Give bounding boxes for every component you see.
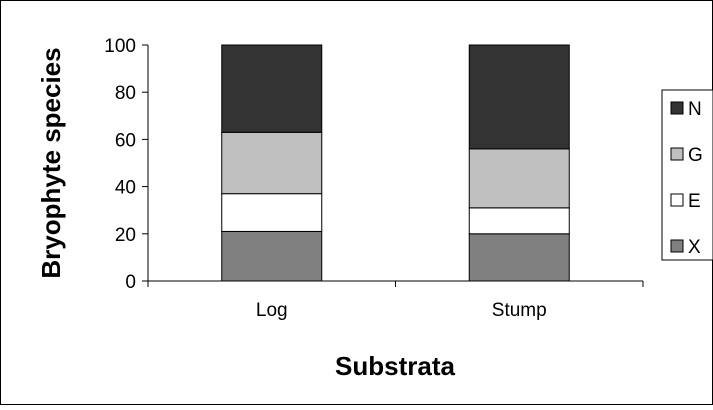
legend-label-x: X — [688, 237, 701, 258]
legend-label-g: G — [688, 145, 703, 166]
bar-segment-x-stump — [468, 233, 570, 282]
legend-frame — [661, 89, 713, 261]
legend: N G E X — [661, 89, 713, 261]
y-tick-label: 20 — [115, 225, 136, 246]
x-axis-title: Substrata — [335, 351, 455, 381]
legend-swatch-g — [670, 147, 684, 161]
x-category-label: Log — [256, 300, 288, 321]
bar-segment-n-log — [221, 44, 323, 133]
bar-segment-n-stump — [468, 44, 570, 150]
bar-segment-g-stump — [468, 148, 570, 209]
x-category-label: Stump — [492, 300, 547, 321]
bar-segment-x-log — [221, 230, 323, 282]
bar-segment-g-log — [221, 131, 323, 195]
bars-layer — [221, 44, 570, 282]
legend-swatch-n — [670, 101, 684, 115]
legend-swatch-e — [670, 193, 684, 207]
y-tick-label: 0 — [125, 272, 136, 293]
y-tick-label: 80 — [115, 83, 136, 104]
bar-segment-e-log — [221, 193, 323, 232]
bar-segment-e-stump — [468, 207, 570, 235]
legend-swatch-x — [670, 239, 684, 253]
legend-label-e: E — [688, 191, 701, 212]
legend-label-n: N — [688, 99, 702, 120]
y-axis-title: Bryophyte species — [36, 47, 66, 278]
y-tick-label: 40 — [115, 178, 136, 199]
y-tick-label: 60 — [115, 130, 136, 151]
axes-layer: 0 20 40 60 80 100 Log Stump — [104, 36, 644, 321]
y-tick-label: 100 — [104, 36, 136, 57]
